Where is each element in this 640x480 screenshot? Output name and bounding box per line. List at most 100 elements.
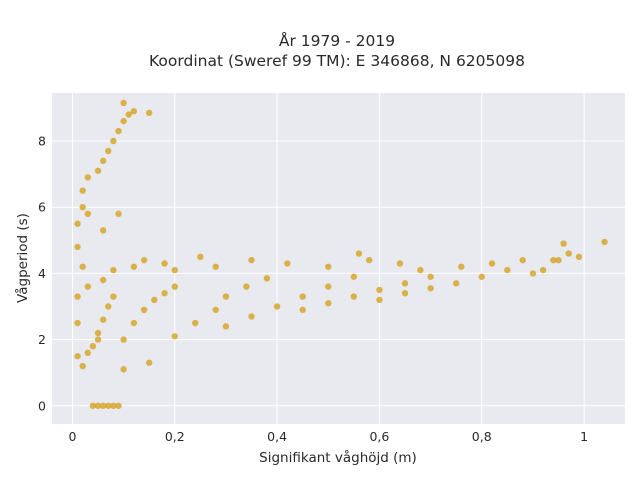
scatter-point	[197, 253, 204, 261]
scatter-point	[125, 111, 132, 118]
scatter-point	[504, 266, 511, 274]
scatter-point	[99, 316, 107, 323]
scatter-point	[539, 266, 547, 274]
scatter-point	[171, 283, 178, 290]
scatter-point	[376, 296, 383, 304]
scatter-point	[146, 109, 153, 117]
scatter-point	[273, 303, 281, 310]
x-tick-label: 0,2	[165, 429, 185, 444]
x-axis-title: Signifikant våghöjd (m)	[259, 449, 417, 466]
scatter-point	[120, 366, 127, 373]
scatter-point	[601, 238, 608, 246]
scatter-point	[161, 260, 168, 267]
scatter-point	[74, 243, 81, 251]
scatter-point	[325, 283, 332, 290]
scatter-point	[284, 260, 291, 267]
scatter-point	[84, 349, 92, 357]
scatter-point	[355, 250, 363, 257]
scatter-point	[115, 210, 122, 218]
scatter-point	[110, 293, 117, 300]
scatter-point	[74, 293, 81, 300]
x-tick-label: 0,6	[369, 429, 389, 444]
scatter-point	[99, 402, 107, 409]
scatter-point	[99, 157, 107, 165]
y-tick-label: 0	[38, 398, 46, 413]
scatter-point	[529, 270, 537, 277]
scatter-point	[427, 285, 434, 292]
scatter-point	[94, 167, 102, 174]
scatter-point	[550, 256, 557, 264]
scatter-point	[248, 313, 255, 320]
y-tick-label: 6	[38, 200, 46, 215]
scatter-point	[212, 263, 219, 270]
scatter-point	[171, 333, 178, 340]
scatter-point	[74, 319, 81, 327]
scatter-point	[401, 280, 409, 287]
scatter-point	[74, 220, 81, 227]
scatter-point	[222, 293, 230, 300]
scatter-point	[325, 299, 332, 307]
scatter-point	[171, 266, 178, 274]
scatter-point	[401, 290, 409, 297]
scatter-point	[192, 319, 199, 327]
scatter-point	[110, 137, 117, 145]
scatter-point	[575, 253, 583, 261]
scatter-point	[263, 275, 271, 282]
scatter-point	[555, 256, 562, 264]
scatter-point	[243, 283, 250, 290]
x-tick-labels: 0 0,2 0,4 0,6 0,8 1	[68, 429, 588, 444]
scatter-point	[248, 256, 255, 264]
y-tick-label: 8	[38, 133, 46, 148]
scatter-point	[99, 227, 107, 234]
scatter-point	[325, 263, 332, 270]
scatter-point	[488, 260, 496, 267]
chart-title-line1: År 1979 - 2019	[279, 31, 395, 50]
scatter-point	[299, 293, 306, 300]
scatter-point	[350, 273, 358, 280]
scatter-point	[74, 352, 81, 360]
scatter-point	[140, 306, 148, 314]
scatter-point	[79, 187, 86, 194]
scatter-point	[120, 99, 127, 107]
scatter-point	[222, 323, 230, 330]
y-tick-labels: 0 2 4 6 8	[38, 133, 46, 413]
scatter-point	[376, 286, 383, 294]
x-tick-label: 0	[68, 429, 76, 444]
scatter-point	[130, 319, 138, 327]
scatter-point	[565, 250, 572, 257]
scatter-point	[212, 306, 219, 314]
data-points	[74, 99, 608, 409]
scatter-point	[94, 336, 102, 343]
scatter-point	[110, 266, 117, 274]
scatter-point	[161, 290, 168, 297]
scatter-point	[427, 273, 434, 280]
scatter-point	[396, 260, 404, 267]
scatter-point	[120, 336, 127, 343]
scatter-point	[89, 402, 97, 409]
scatter-point	[299, 306, 306, 314]
scatter-point	[115, 127, 122, 135]
scatter-point	[130, 263, 138, 270]
scatter-point	[84, 210, 92, 218]
x-tick-label: 0,8	[472, 429, 492, 444]
scatter-point	[79, 203, 86, 211]
scatter-point	[350, 293, 358, 300]
scatter-point	[79, 362, 86, 370]
scatter-point	[84, 174, 92, 181]
scatter-point	[94, 402, 102, 409]
y-tick-label: 2	[38, 332, 46, 347]
scatter-point	[146, 359, 153, 366]
y-axis-title: Vågperiod (s)	[14, 213, 31, 303]
scatter-point	[140, 256, 148, 264]
grid-lines	[52, 93, 625, 424]
scatter-point	[110, 402, 117, 409]
scatter-point	[99, 276, 107, 284]
scatter-point	[105, 147, 112, 155]
scatter-point	[560, 240, 567, 247]
scatter-point	[105, 303, 112, 310]
scatter-point	[84, 283, 92, 290]
scatter-point	[519, 256, 526, 264]
scatter-point	[365, 256, 373, 264]
scatter-point	[79, 263, 86, 270]
